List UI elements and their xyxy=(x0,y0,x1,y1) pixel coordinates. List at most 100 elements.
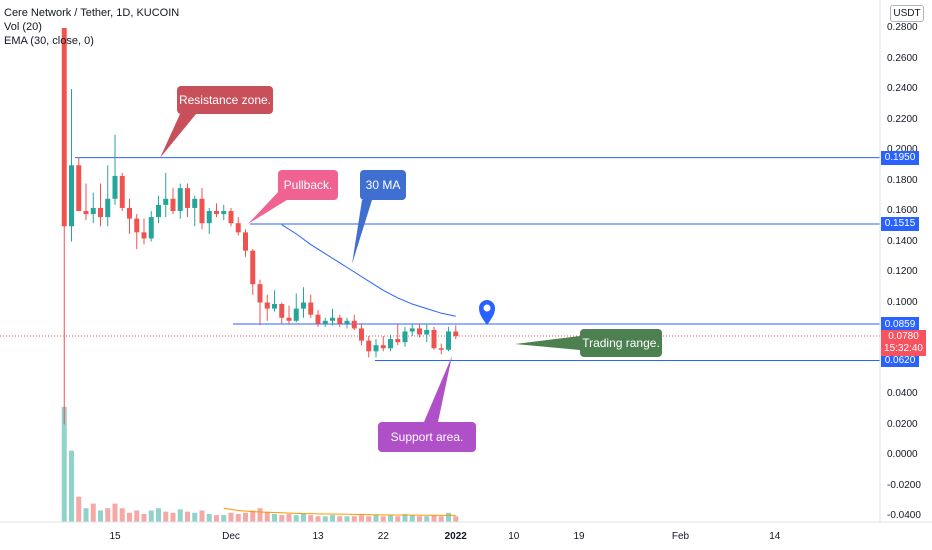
volume-indicator-label[interactable]: Vol (20) xyxy=(4,21,42,33)
volume-bar xyxy=(214,515,219,522)
price-tick-label: -0.0400 xyxy=(887,510,921,521)
volume-bar xyxy=(330,515,335,522)
price-tick-label: 0.2600 xyxy=(887,52,918,64)
volume-bar xyxy=(453,516,459,522)
candle-body xyxy=(192,198,198,208)
candle-body xyxy=(351,320,357,329)
candle-body xyxy=(286,317,292,321)
volume-bar xyxy=(424,516,430,522)
volume-bar xyxy=(431,515,437,522)
date-tick-label: Dec xyxy=(222,531,240,542)
volume-bar xyxy=(438,516,444,522)
volume-bar xyxy=(322,516,328,522)
candles xyxy=(61,28,459,425)
volume-bar xyxy=(127,512,132,522)
volume-bar xyxy=(344,516,350,522)
volume-bar xyxy=(156,508,161,522)
ma30-callout[interactable]: 30 MA xyxy=(360,170,406,200)
ema-indicator-label[interactable]: EMA (30, close, 0) xyxy=(4,35,94,47)
price-tick-label: 0.2800 xyxy=(887,22,918,33)
volume-bar xyxy=(83,508,89,522)
candle-body xyxy=(156,204,161,218)
volume-ema-line xyxy=(223,507,456,516)
trading-range-callout[interactable]: Trading range. xyxy=(580,329,662,357)
candle-body xyxy=(228,211,234,224)
candle-body xyxy=(83,211,89,215)
volume-bar xyxy=(105,508,111,522)
price-tick-label: 0.2000 xyxy=(887,144,918,155)
volume-bar xyxy=(235,513,241,522)
location-pin-shape xyxy=(479,300,495,325)
volume-bar xyxy=(388,515,393,522)
candle-body xyxy=(148,217,154,239)
volume-bar xyxy=(337,516,343,522)
candle-body xyxy=(163,198,169,205)
volume-bar xyxy=(279,515,285,522)
candle-body xyxy=(134,218,140,233)
support-callout[interactable]: Support area. xyxy=(378,422,476,452)
volume-bar xyxy=(221,515,227,522)
price-tick-label: 0.2400 xyxy=(887,83,918,94)
candle-body xyxy=(337,317,343,324)
candle-body xyxy=(243,232,248,251)
volume-bar xyxy=(192,512,198,522)
price-tick-label: 0.0200 xyxy=(887,418,918,430)
pullback-callout[interactable]: Pullback. xyxy=(278,170,338,200)
location-pin-icon xyxy=(479,300,495,325)
volume-bar xyxy=(228,512,234,522)
currency-button[interactable]: USDT xyxy=(890,5,924,22)
level-price-tag: 0.1950 xyxy=(881,150,919,165)
date-tick-label: 2022 xyxy=(444,531,467,542)
candle-body xyxy=(185,188,190,208)
price-tick-label: 0.2200 xyxy=(887,113,918,125)
price-tick-label: 0.1400 xyxy=(887,235,918,247)
volume-bar xyxy=(134,510,140,522)
resistance-callout[interactable]: Resistance zone. xyxy=(177,86,273,114)
candle-body xyxy=(315,314,321,324)
volume-bar xyxy=(395,516,401,522)
level-price-tag: 0.0859 xyxy=(881,317,919,331)
volume-bar xyxy=(272,513,277,522)
volume-bar xyxy=(293,515,299,522)
candle-body xyxy=(199,198,205,224)
date-tick-label: 10 xyxy=(508,531,520,542)
volume-bar xyxy=(69,450,74,522)
candle-body xyxy=(105,198,111,218)
volume-bar xyxy=(119,508,125,522)
candle-body xyxy=(366,340,372,352)
candle-body xyxy=(402,331,408,343)
volume-bar xyxy=(170,512,176,522)
candle-body xyxy=(279,304,285,318)
symbol-title[interactable]: Cere Network / Tether, 1D, KUCOIN xyxy=(4,7,180,19)
candle-body xyxy=(453,331,459,337)
price-tick-label: -0.0200 xyxy=(887,479,921,491)
candle-body xyxy=(395,339,401,343)
volume-bar xyxy=(359,515,364,522)
candle-body xyxy=(388,339,393,349)
chart-legend: Cere Network / Tether, 1D, KUCOIN Vol (2… xyxy=(4,6,179,48)
bar-countdown: 15:32:40 xyxy=(884,343,923,354)
resistance-pointer xyxy=(160,114,196,158)
candle-body xyxy=(206,211,212,224)
annotation-arrows xyxy=(160,114,580,422)
volume-bar xyxy=(301,513,306,522)
date-tick-label: 22 xyxy=(377,531,389,542)
candle-body xyxy=(235,223,241,233)
date-tick-label: 14 xyxy=(769,531,781,542)
candle-body xyxy=(214,211,219,215)
level-price-tag: 0.1515 xyxy=(881,216,919,231)
price-tick-label: 0.0400 xyxy=(887,388,918,399)
volume-bar xyxy=(446,512,451,522)
volume-bar xyxy=(409,515,415,522)
candle-body xyxy=(431,329,437,349)
date-tick-label: 19 xyxy=(573,531,585,542)
candle-body xyxy=(127,207,132,219)
candle-body xyxy=(221,211,227,215)
candle-body xyxy=(409,328,415,332)
last-price-tag: 0.0780 15:32:40 xyxy=(881,330,926,356)
candle-body xyxy=(322,320,328,324)
candle-body xyxy=(373,345,379,352)
candle-body xyxy=(76,165,82,211)
